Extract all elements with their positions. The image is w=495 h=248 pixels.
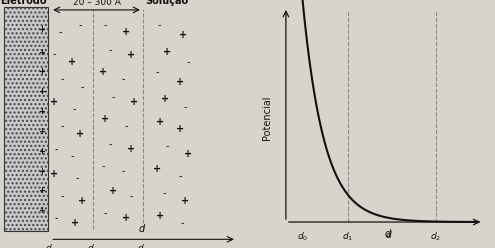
Text: -: - [104, 208, 107, 218]
Text: +: + [176, 77, 184, 87]
Text: +: + [109, 186, 117, 196]
Text: +: + [78, 196, 87, 206]
Text: +: + [38, 167, 45, 176]
Text: +: + [155, 211, 164, 221]
Text: -: - [60, 122, 63, 131]
Text: +: + [38, 25, 45, 34]
Text: +: + [101, 114, 109, 124]
Text: -: - [184, 102, 187, 112]
Text: -: - [130, 191, 133, 201]
Text: -: - [155, 67, 159, 77]
Text: +: + [122, 213, 130, 223]
Text: +: + [161, 94, 169, 104]
Text: +: + [38, 186, 45, 195]
Text: -: - [70, 151, 74, 161]
Text: 20 – 300 Å: 20 – 300 Å [73, 0, 120, 7]
Text: +: + [181, 196, 190, 206]
Text: d: d [385, 231, 391, 240]
Text: -: - [163, 188, 166, 198]
Text: +: + [76, 129, 84, 139]
Text: +: + [38, 127, 45, 136]
Text: Potencial: Potencial [262, 96, 272, 140]
Text: -: - [55, 213, 58, 223]
Text: +: + [38, 206, 45, 215]
Text: +: + [184, 149, 192, 159]
Text: +: + [38, 147, 45, 156]
Text: -: - [73, 104, 76, 114]
Text: +: + [153, 164, 161, 174]
Text: -: - [81, 82, 84, 92]
Text: -: - [60, 191, 63, 201]
Text: +: + [50, 169, 58, 179]
Text: +: + [71, 218, 79, 228]
Text: +: + [68, 57, 76, 67]
Text: -: - [59, 27, 62, 37]
Text: -: - [109, 139, 112, 149]
Text: -: - [75, 174, 79, 184]
Text: -: - [122, 74, 125, 84]
Text: d: d [385, 229, 391, 239]
Text: -: - [186, 57, 190, 67]
Text: +: + [38, 87, 45, 96]
Text: +: + [99, 67, 107, 77]
Text: d: d [139, 224, 145, 234]
Text: +: + [38, 67, 45, 76]
Bar [4, 7, 48, 231]
Text: -: - [52, 50, 56, 60]
Text: +: + [155, 117, 164, 126]
Text: +: + [38, 48, 45, 57]
Text: -: - [124, 122, 128, 131]
Text: -: - [122, 166, 125, 176]
Text: +: + [176, 124, 184, 134]
Text: -: - [181, 218, 185, 228]
Text: -: - [165, 141, 169, 151]
Bar [4, 7, 48, 231]
Text: +: + [127, 50, 135, 60]
Text: -: - [78, 20, 82, 30]
Text: +: + [38, 107, 45, 116]
Text: -: - [109, 45, 112, 55]
Text: +: + [130, 97, 138, 107]
Text: +: + [179, 30, 187, 40]
Text: -: - [60, 74, 63, 84]
Text: $d_0$: $d_0$ [45, 243, 56, 248]
Text: +: + [163, 47, 171, 57]
Text: Elétrodo: Elétrodo [0, 0, 47, 6]
Text: -: - [104, 20, 107, 30]
Text: $d_1$: $d_1$ [342, 231, 353, 244]
Text: +: + [50, 97, 58, 107]
Text: -: - [55, 144, 58, 154]
Text: $d_1$: $d_1$ [87, 243, 99, 248]
Text: -: - [178, 171, 182, 181]
Text: $d_2$: $d_2$ [430, 231, 441, 244]
Text: -: - [158, 20, 161, 30]
Text: Solução: Solução [146, 0, 189, 6]
Text: +: + [122, 27, 130, 37]
Text: $d_0$: $d_0$ [297, 231, 308, 244]
Text: +: + [127, 144, 135, 154]
Text: $d_2$: $d_2$ [137, 243, 148, 248]
Text: -: - [111, 92, 115, 102]
Text: -: - [101, 161, 105, 171]
